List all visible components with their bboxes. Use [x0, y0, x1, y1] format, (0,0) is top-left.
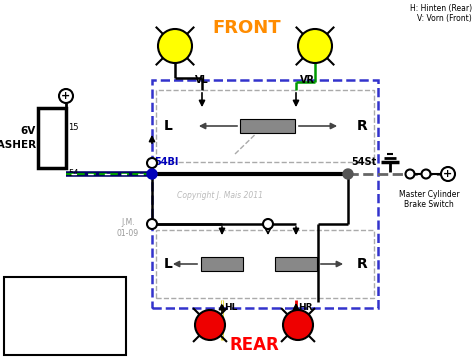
Text: 6-Wire Switch: 6-Wire Switch — [29, 325, 100, 335]
Circle shape — [421, 170, 430, 178]
Circle shape — [147, 158, 157, 168]
Circle shape — [263, 219, 273, 229]
Circle shape — [147, 219, 157, 229]
Bar — [38, 108, 66, 168]
Text: 54: 54 — [68, 170, 79, 178]
Bar — [240, 119, 295, 133]
Text: 15: 15 — [68, 123, 79, 132]
Bar — [201, 257, 243, 271]
Text: 54Bl: 54Bl — [154, 157, 178, 167]
Text: 6V: 6V — [21, 126, 36, 136]
Circle shape — [147, 169, 157, 179]
Circle shape — [59, 89, 73, 103]
Text: +: + — [443, 169, 453, 179]
Circle shape — [405, 170, 414, 178]
Circle shape — [343, 169, 353, 179]
Bar — [152, 80, 378, 308]
Circle shape — [441, 167, 455, 181]
Bar — [275, 257, 317, 271]
Text: L: L — [164, 119, 173, 133]
Text: HR: HR — [298, 303, 312, 312]
Text: Copyright J. Mais 2011: Copyright J. Mais 2011 — [177, 191, 263, 200]
Text: Master Cylinder
Brake Switch: Master Cylinder Brake Switch — [399, 190, 459, 210]
Text: FLASHER: FLASHER — [0, 140, 36, 150]
Text: +: + — [61, 91, 71, 101]
Circle shape — [298, 29, 332, 63]
Text: L: L — [164, 257, 173, 271]
Circle shape — [195, 310, 225, 340]
Text: VL: VL — [195, 75, 209, 85]
Bar — [156, 90, 374, 162]
Text: Turn Signal: Turn Signal — [26, 306, 104, 318]
Text: FRONT: FRONT — [213, 19, 281, 37]
Text: R: R — [356, 119, 367, 133]
Circle shape — [283, 310, 313, 340]
Text: VR: VR — [300, 75, 315, 85]
Text: 54St: 54St — [351, 157, 376, 167]
Text: 50's - '61 Type 1  (US): 50's - '61 Type 1 (US) — [13, 291, 117, 300]
Text: R: R — [356, 257, 367, 271]
Text: REAR: REAR — [229, 336, 279, 354]
Circle shape — [158, 29, 192, 63]
Bar — [4, 277, 126, 355]
Text: J.M.
01-09: J.M. 01-09 — [117, 218, 139, 238]
Text: H: Hinten (Rear)
V: Vorn (Front): H: Hinten (Rear) V: Vorn (Front) — [410, 4, 472, 24]
Text: HL: HL — [224, 303, 237, 312]
Bar — [156, 230, 374, 298]
